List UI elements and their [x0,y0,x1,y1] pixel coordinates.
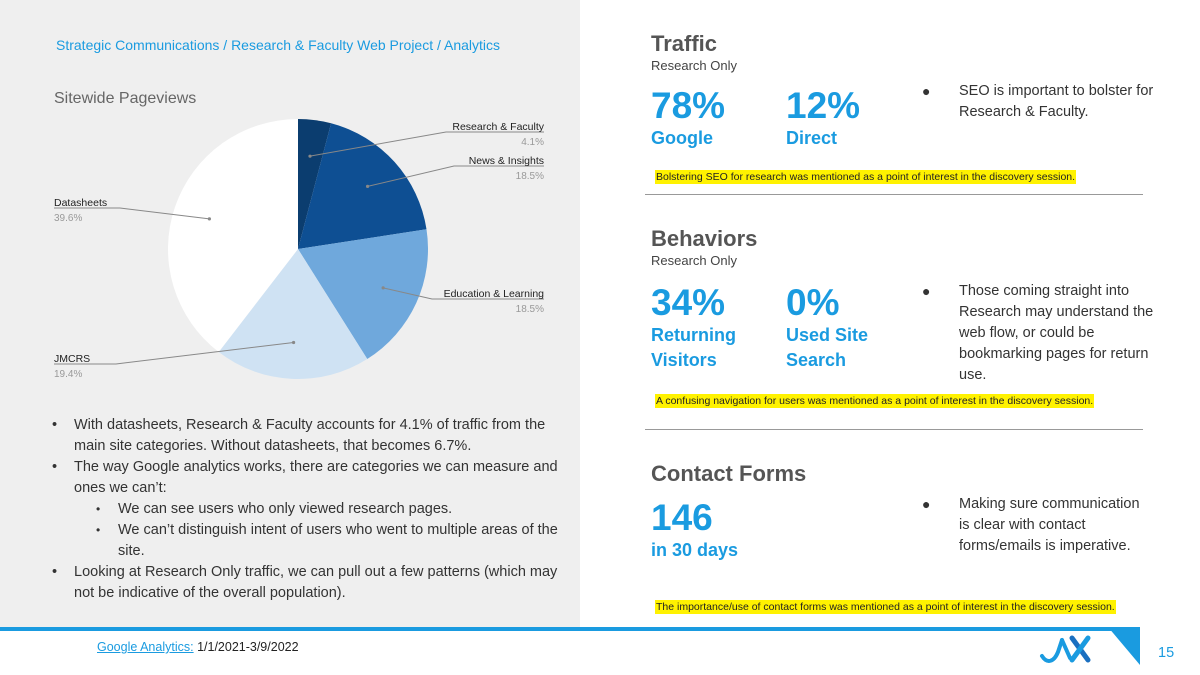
behaviors-subtitle: Research Only [651,253,737,268]
bullet-dot: ● [922,83,931,99]
contact-forms-label: in 30 days [651,540,739,560]
behaviors-bullet-text: Those coming straight into Research may … [959,283,1154,383]
pie-leader-line [367,165,544,187]
pie-leader-dot [291,340,296,345]
pie-slice-value: 39.6% [54,213,82,224]
pie-leader-dot [308,154,312,158]
notes-text: Looking at Research Only traffic, we can… [74,564,558,601]
behaviors-search-label-line2: Search [786,350,847,370]
contact-title: Contact Forms [651,461,807,486]
source-note: Google Analytics: 1/1/2021-3/9/2022 [97,640,299,654]
jax-logo-icon [1040,635,1091,663]
contact-forms-value: 146 [651,497,713,538]
footer-accent-line [0,627,1115,631]
pie-leader-line [54,207,210,220]
behaviors-returning-label-line2: Visitors [651,350,717,370]
traffic-direct-metric: 12% Direct [786,86,860,151]
divider [645,194,1143,195]
pie-slice-label: Datasheets [54,197,107,209]
behaviors-returning-metric: 34% Returning Visitors [651,283,736,373]
pie-slice [168,118,298,353]
pie-slice-value: 19.4% [54,369,82,380]
behaviors-search-label-line1: Used Site [786,325,869,345]
bullet-dot: ● [922,496,931,512]
pie-slice [298,229,428,360]
corner-triangle-icon [1108,627,1140,665]
page-number: 15 [1158,645,1175,661]
notes-item: • Looking at Research Only traffic, we ca… [52,562,562,604]
pie-slice-value: 18.5% [516,304,544,315]
notes-text: We can’t distinguish intent of users who… [118,522,558,559]
pie-slice [298,123,427,249]
notes-subitem: • We can’t distinguish intent of users wh… [52,520,562,562]
pie-chart: Research & Faculty 4.1% News & Insights 18.… [54,118,545,380]
pie-leader-line [383,287,544,300]
traffic-google-value: 78% [651,85,726,126]
source-date-range: 1/1/2021-3/9/2022 [193,640,299,654]
traffic-bullet-text: SEO is important to bolster for Research… [959,83,1154,120]
notes-text: With datasheets, Research & Faculty acco… [74,417,546,454]
bullet-dot: ● [922,283,931,299]
breadcrumb: Strategic Communications / Research & Fa… [56,37,501,53]
google-analytics-link[interactable]: Google Analytics: [97,640,194,654]
pie-slice-value: 18.5% [516,171,544,182]
behaviors-returning-label-line1: Returning [651,325,736,345]
traffic-bullet: ● SEO is important to bolster for Resear… [922,81,1154,123]
bullet-dot: • [96,502,101,516]
pie-slice [218,249,368,379]
notes-text: We can see users who only viewed researc… [118,501,453,517]
pie-leader-dot [381,286,385,290]
bullet-dot: • [52,564,58,580]
pie-leader-dot [207,217,211,221]
pie-slice-value: 4.1% [521,137,544,148]
contact-bullet: ● Making sure communication is clear wit… [922,494,1154,557]
pie-slice-label: Research & Faculty [452,121,544,133]
contact-bullet-text: Making sure communication is clear with … [959,496,1140,554]
contact-forms-metric: 146 in 30 days [651,498,738,563]
notes-text: The way Google analytics works, there ar… [74,459,558,496]
pie-leader-line [54,341,294,365]
contact-highlight: The importance/use of contact forms was … [655,600,1116,614]
pie-leader-dot [365,184,370,188]
behaviors-bullet: ● Those coming straight into Research ma… [922,281,1154,386]
divider [645,429,1143,430]
behaviors-search-value: 0% [786,282,840,323]
chart-title: Sitewide Pageviews [54,90,197,107]
traffic-direct-label: Direct [786,128,838,148]
pie-leader-line [309,131,544,157]
behaviors-title: Behaviors [651,226,758,251]
traffic-subtitle: Research Only [651,58,737,73]
notes-subitem: • We can see users who only viewed resear… [52,499,562,520]
bullet-dot: • [52,459,58,475]
bullet-dot: • [52,417,58,433]
pie-slice-label: JMCRS [54,353,90,365]
pie-slice-label: News & Insights [469,155,544,167]
traffic-direct-value: 12% [786,85,861,126]
traffic-google-metric: 78% Google [651,86,725,151]
pie-slice [298,119,332,249]
behaviors-search-metric: 0% Used Site Search [786,283,868,373]
traffic-google-label: Google [651,128,713,148]
pie-slice-label: Education & Learning [444,288,545,300]
notes-item: • With datasheets, Research & Faculty acc… [52,415,562,457]
behaviors-returning-value: 34% [651,282,726,323]
behaviors-highlight: A confusing navigation for users was men… [655,394,1095,408]
notes-list: • With datasheets, Research & Faculty acc… [52,415,562,604]
bullet-dot: • [96,523,101,537]
traffic-title: Traffic [651,31,718,56]
traffic-highlight: Bolstering SEO for research was mentione… [655,170,1077,184]
notes-item: • The way Google analytics works, there a… [52,457,562,499]
